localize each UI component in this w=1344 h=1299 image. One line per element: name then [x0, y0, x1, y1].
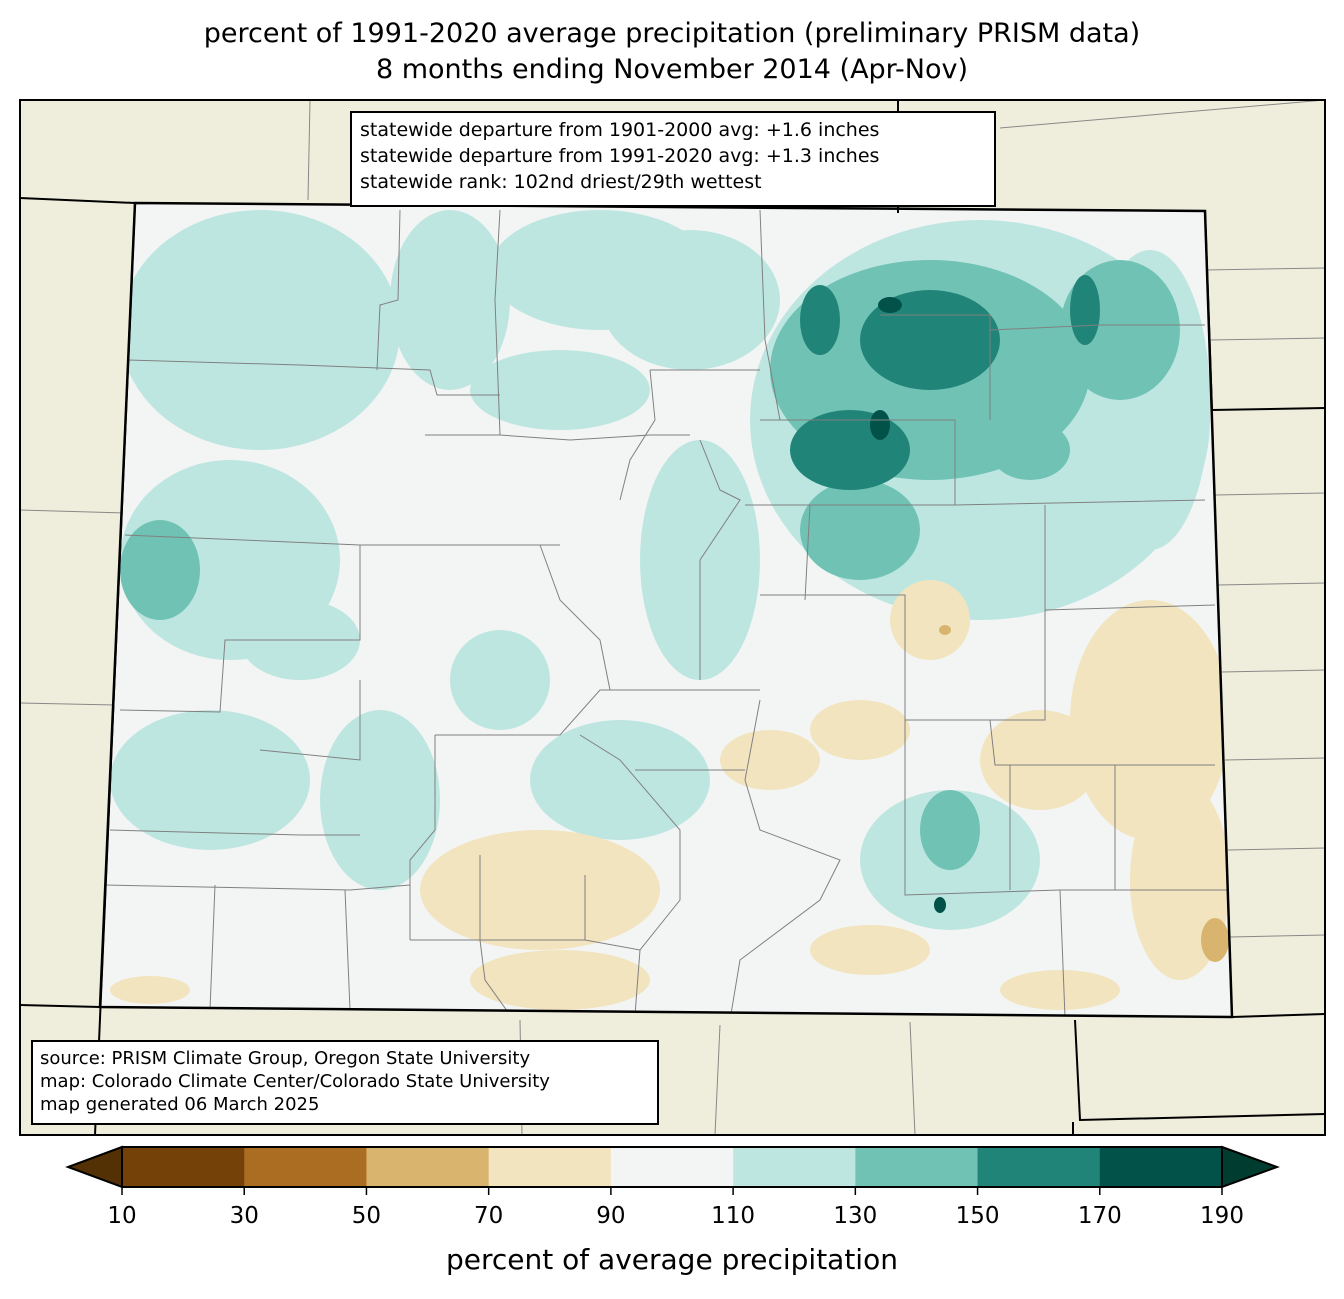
colorbar-segment	[855, 1147, 979, 1187]
colorbar	[65, 1145, 1280, 1195]
colorbar-tick-label: 70	[474, 1203, 504, 1229]
title-line-2: 8 months ending November 2014 (Apr-Nov)	[375, 54, 969, 85]
source-line-3: map generated 06 March 2025	[40, 1094, 320, 1115]
colorbar-segment	[733, 1147, 856, 1187]
colorbar-segment	[977, 1147, 1101, 1187]
stats-line-3: statewide rank: 102nd driest/29th wettes…	[360, 171, 762, 193]
statewide-stats-box: statewide departure from 1901-2000 avg: …	[350, 111, 996, 207]
colorbar-segment	[1099, 1147, 1223, 1187]
source-line-1: source: PRISM Climate Group, Oregon Stat…	[40, 1048, 531, 1069]
colorbar-segment	[122, 1147, 245, 1187]
colorbar-tick-label: 150	[955, 1203, 1000, 1229]
colorbar-under-arrow	[65, 1145, 123, 1189]
colorbar-segment	[366, 1147, 490, 1187]
title-line-1: percent of 1991-2020 average precipitati…	[203, 18, 1141, 49]
colorbar-tick-label: 110	[711, 1203, 756, 1229]
neighbor-county-lines	[20, 100, 1325, 1135]
colorbar-tick-label: 130	[833, 1203, 878, 1229]
colorbar-tick-label: 90	[596, 1203, 626, 1229]
county-boundaries	[104, 209, 1230, 1017]
neighbor-state-borders	[20, 100, 1325, 1135]
colorbar-over-arrow	[1221, 1145, 1280, 1189]
colorbar-segment	[488, 1147, 612, 1187]
source-box: source: PRISM Climate Group, Oregon Stat…	[31, 1040, 659, 1125]
map-frame	[19, 99, 1326, 1136]
stats-line-2: statewide departure from 1991-2020 avg: …	[360, 145, 880, 167]
colorbar-tick-label: 10	[107, 1203, 137, 1229]
source-line-2: map: Colorado Climate Center/Colorado St…	[40, 1071, 550, 1092]
colorbar-segment	[244, 1147, 367, 1187]
colorbar-label: percent of average precipitation	[446, 1243, 898, 1276]
colorbar-tick-label: 50	[351, 1203, 382, 1229]
colorbar-tick-label: 30	[229, 1203, 259, 1229]
colorbar-tick-label: 170	[1077, 1203, 1122, 1229]
stats-line-1: statewide departure from 1901-2000 avg: …	[360, 119, 880, 141]
colorbar-tick-label: 190	[1200, 1203, 1244, 1229]
colorbar-segment	[610, 1147, 734, 1187]
